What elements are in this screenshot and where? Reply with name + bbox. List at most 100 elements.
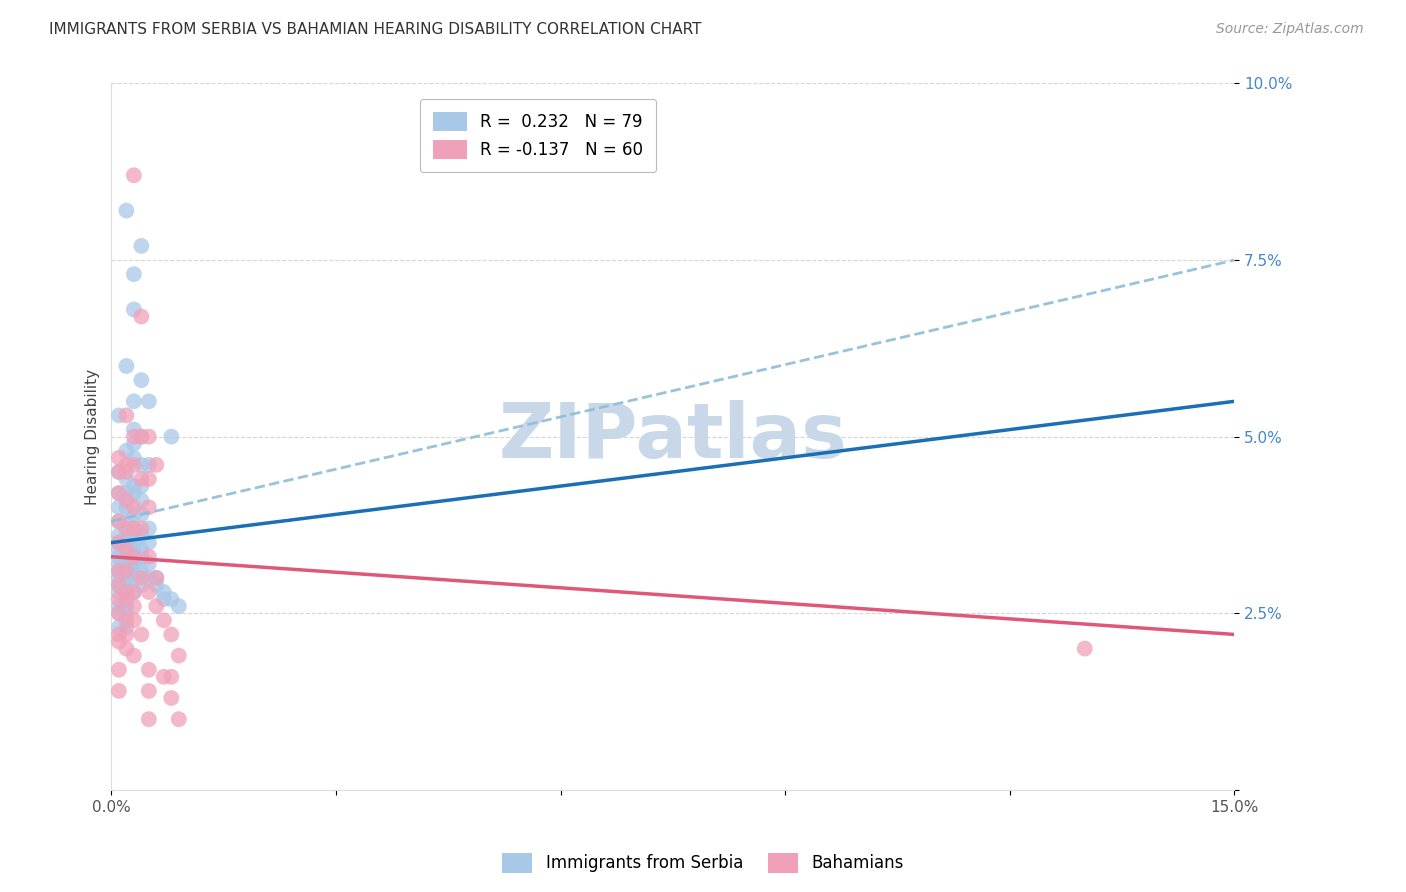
Point <box>108 465 131 479</box>
Point <box>160 592 183 607</box>
Point <box>108 564 131 578</box>
Point <box>122 267 145 281</box>
Point <box>108 564 131 578</box>
Point <box>108 528 131 542</box>
Point <box>108 663 131 677</box>
Point <box>115 500 138 515</box>
Point <box>131 493 153 508</box>
Point <box>108 606 131 620</box>
Point <box>108 486 131 500</box>
Point <box>115 465 138 479</box>
Point <box>108 557 131 571</box>
Point <box>122 508 145 522</box>
Point <box>131 430 153 444</box>
Point <box>122 430 145 444</box>
Point <box>131 521 153 535</box>
Point <box>153 670 176 684</box>
Point <box>160 627 183 641</box>
Point <box>131 571 153 585</box>
Point <box>108 542 131 557</box>
Point <box>138 684 160 698</box>
Point <box>122 450 145 465</box>
Point <box>122 549 145 564</box>
Point <box>131 310 153 324</box>
Point <box>131 430 153 444</box>
Point <box>131 528 153 542</box>
Point <box>108 450 131 465</box>
Point <box>131 564 153 578</box>
Point <box>138 712 160 726</box>
Point <box>108 592 131 607</box>
Point <box>138 394 160 409</box>
Point <box>122 535 145 549</box>
Point <box>138 472 160 486</box>
Point <box>108 634 131 648</box>
Point <box>115 592 138 607</box>
Point <box>122 521 145 535</box>
Point <box>138 521 160 535</box>
Legend: Immigrants from Serbia, Bahamians: Immigrants from Serbia, Bahamians <box>496 847 910 880</box>
Text: ZIPatlas: ZIPatlas <box>499 400 848 474</box>
Point <box>122 549 145 564</box>
Point <box>108 627 131 641</box>
Point <box>145 599 167 614</box>
Point <box>115 359 138 373</box>
Point <box>115 627 138 641</box>
Legend: R =  0.232   N = 79, R = -0.137   N = 60: R = 0.232 N = 79, R = -0.137 N = 60 <box>420 99 657 172</box>
Point <box>108 549 131 564</box>
Point <box>108 535 131 549</box>
Point <box>145 571 167 585</box>
Point <box>131 479 153 493</box>
Point <box>115 585 138 599</box>
Point <box>115 528 138 542</box>
Point <box>122 599 145 614</box>
Point <box>122 479 145 493</box>
Point <box>131 239 153 253</box>
Point <box>108 515 131 529</box>
Point <box>131 549 153 564</box>
Point <box>115 472 138 486</box>
Point <box>153 613 176 627</box>
Point <box>108 500 131 515</box>
Point <box>1074 641 1097 656</box>
Point <box>108 486 131 500</box>
Point <box>108 578 131 592</box>
Point <box>115 564 138 578</box>
Point <box>108 585 131 599</box>
Point <box>122 564 145 578</box>
Point <box>122 168 145 182</box>
Point <box>160 691 183 706</box>
Point <box>122 394 145 409</box>
Point <box>122 458 145 472</box>
Point <box>122 436 145 450</box>
Point <box>122 423 145 437</box>
Point <box>122 500 145 515</box>
Point <box>115 564 138 578</box>
Point <box>131 508 153 522</box>
Point <box>122 613 145 627</box>
Point <box>167 712 190 726</box>
Point <box>115 599 138 614</box>
Point <box>138 571 160 585</box>
Point <box>122 648 145 663</box>
Point <box>115 203 138 218</box>
Point <box>131 627 153 641</box>
Point <box>108 684 131 698</box>
Point <box>138 549 160 564</box>
Y-axis label: Hearing Disability: Hearing Disability <box>86 368 100 505</box>
Point <box>108 465 131 479</box>
Point <box>108 606 131 620</box>
Point <box>115 557 138 571</box>
Point <box>145 571 167 585</box>
Point <box>108 515 131 529</box>
Point <box>108 599 131 614</box>
Point <box>115 620 138 634</box>
Point <box>138 535 160 549</box>
Point <box>108 571 131 585</box>
Point <box>138 430 160 444</box>
Point <box>115 542 138 557</box>
Point <box>115 585 138 599</box>
Point <box>108 535 131 549</box>
Point <box>115 578 138 592</box>
Point <box>115 542 138 557</box>
